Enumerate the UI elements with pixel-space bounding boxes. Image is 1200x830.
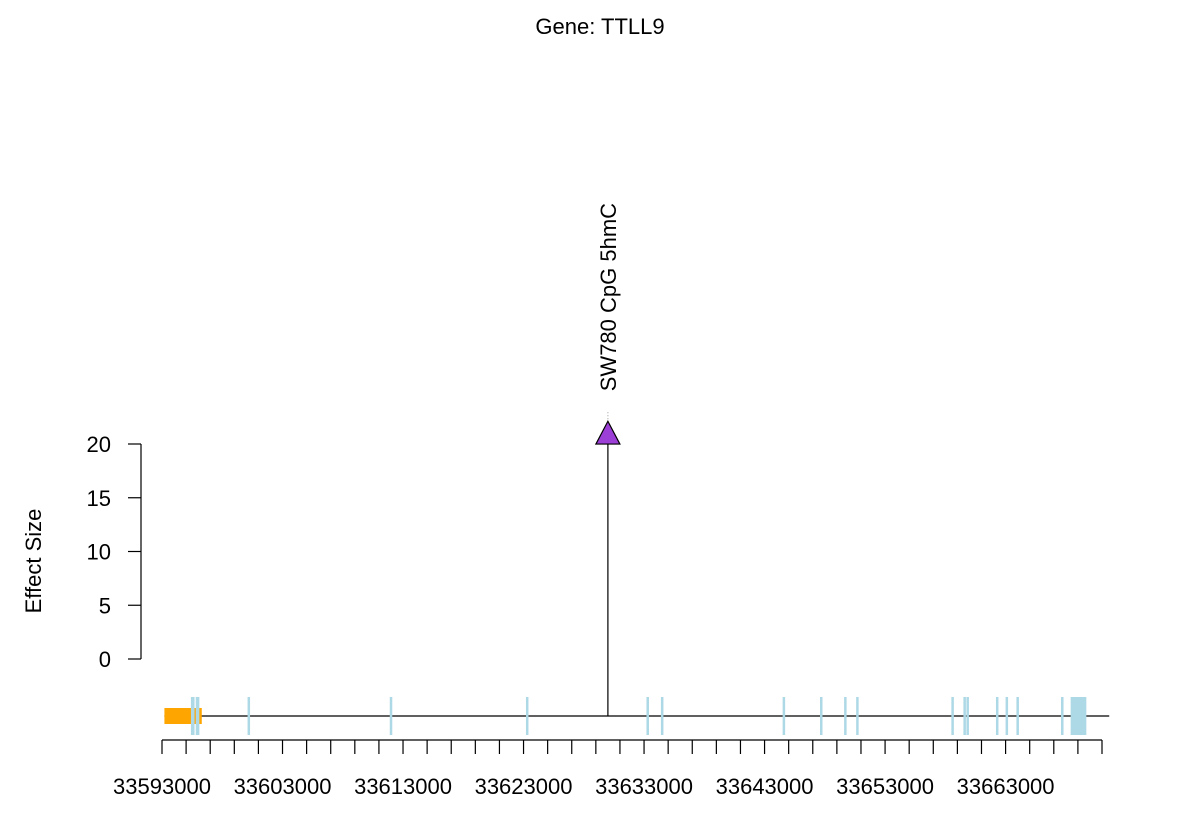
exon-block: [247, 697, 251, 735]
y-tick-label: 15: [87, 486, 111, 511]
x-tick-label: 33633000: [595, 774, 693, 799]
point-label: SW780 CpG 5hmC: [596, 203, 621, 391]
exon-block: [820, 697, 823, 735]
x-tick-label: 33653000: [836, 774, 934, 799]
y-axis-label: Effect Size: [21, 509, 46, 614]
chart-title: Gene: TTLL9: [535, 14, 664, 39]
exon-block: [389, 697, 393, 735]
x-tick-label: 33613000: [354, 774, 452, 799]
y-axis: 0 5 10 15 20: [87, 432, 142, 672]
exon-block: [1016, 697, 1019, 735]
exon-block: [856, 697, 859, 735]
exon-block: [995, 697, 999, 735]
exon-block: [951, 697, 954, 735]
exon-block: [525, 697, 529, 735]
exon-block: [782, 697, 786, 735]
x-tick-label: 33593000: [113, 774, 211, 799]
exon-block: [844, 697, 847, 735]
exon-block: [195, 697, 200, 735]
data-points: SW780 CpG 5hmC: [594, 203, 621, 716]
x-tick-label: 33663000: [957, 774, 1055, 799]
x-tick-label: 33603000: [234, 774, 332, 799]
gene-track: [164, 697, 1110, 735]
exon-block: [660, 697, 664, 735]
exon-block: [190, 697, 195, 735]
x-tick-label: 33623000: [475, 774, 573, 799]
y-tick-label: 5: [99, 593, 111, 618]
exon-block: [1061, 697, 1064, 735]
y-tick-label: 0: [99, 647, 111, 672]
y-tick-label: 20: [87, 432, 111, 457]
exon-block: [966, 697, 969, 735]
exon-block: [1070, 697, 1087, 735]
x-axis: 33593000 33603000 33613000 33623000 33633000…: [113, 739, 1103, 799]
y-tick-label: 10: [87, 540, 111, 565]
exon-block: [646, 697, 649, 735]
data-point-triangle: [594, 419, 621, 445]
exon-block: [1005, 697, 1009, 735]
exon-block: [963, 697, 966, 735]
x-tick-label: 33643000: [716, 774, 814, 799]
